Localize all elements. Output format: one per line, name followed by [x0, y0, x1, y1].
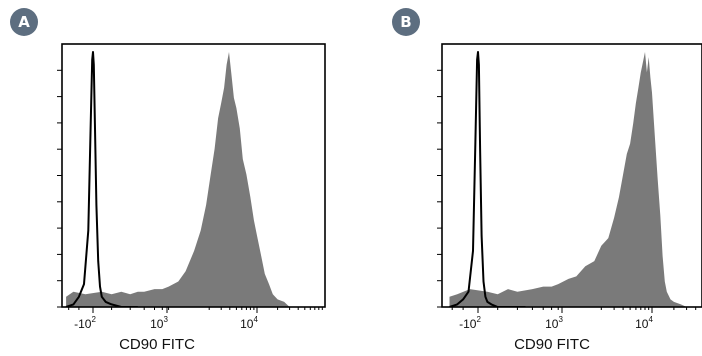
panel-badge-circle	[10, 8, 38, 36]
panel-label: B	[400, 13, 411, 31]
x-tick-label: 104	[240, 315, 258, 331]
control-histogram	[65, 51, 138, 307]
control-histogram	[449, 51, 526, 307]
x-tick-label: 104	[635, 315, 653, 331]
sample-histogram	[449, 52, 687, 307]
plot-area	[449, 51, 687, 307]
panel-badge-circle	[392, 8, 420, 36]
x-tick-label: -102	[74, 315, 96, 331]
x-tick-label: 103	[545, 315, 563, 331]
x-tick-label: 103	[150, 315, 168, 331]
plot-area	[65, 51, 290, 307]
panel-A: A -102 103 104 CD90 FITC	[10, 8, 326, 353]
panel-badge: B	[392, 8, 420, 36]
x-axis-title: CD90 FITC	[119, 336, 195, 353]
panel-B: B -102 103 104 CD90 FITC	[392, 8, 702, 353]
x-axis-title: CD90 FITC	[514, 336, 590, 353]
x-tick-label: -102	[459, 315, 481, 331]
panel-badge: A	[10, 8, 38, 36]
panel-label: A	[18, 13, 30, 31]
sample-histogram	[66, 52, 290, 307]
